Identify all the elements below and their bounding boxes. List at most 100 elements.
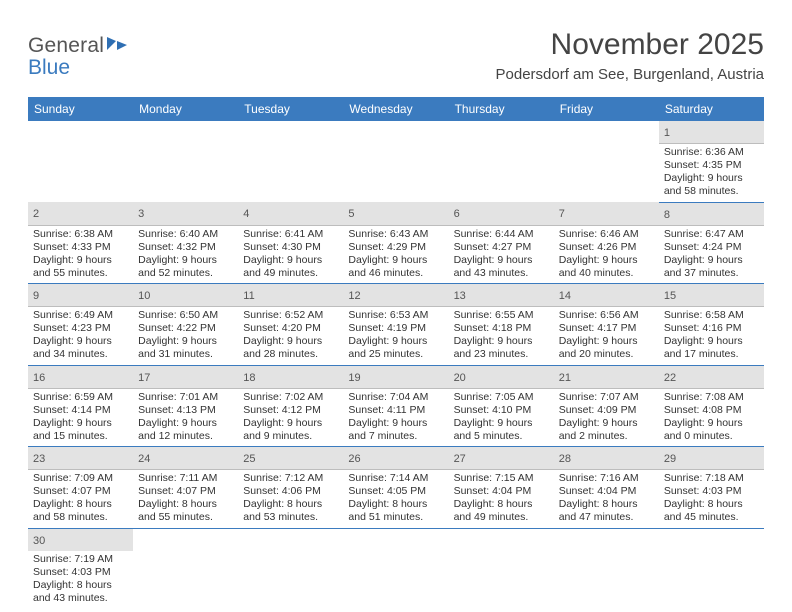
day-info-cell: Sunrise: 7:18 AMSunset: 4:03 PMDaylight:…	[659, 470, 764, 529]
info-line: Daylight: 9 hours	[33, 254, 128, 267]
day-info: Sunrise: 7:18 AMSunset: 4:03 PMDaylight:…	[664, 472, 759, 525]
day-info: Sunrise: 6:36 AMSunset: 4:35 PMDaylight:…	[664, 146, 759, 199]
empty-cell	[554, 528, 659, 551]
day-number-cell: 17	[133, 365, 238, 388]
day-info-cell: Sunrise: 7:07 AMSunset: 4:09 PMDaylight:…	[554, 388, 659, 447]
info-line: and 2 minutes.	[559, 430, 654, 443]
day-number: 22	[664, 372, 676, 384]
info-line: Sunrise: 7:19 AM	[33, 553, 128, 566]
info-line: Sunrise: 7:14 AM	[348, 472, 443, 485]
day-info-cell: Sunrise: 7:05 AMSunset: 4:10 PMDaylight:…	[449, 388, 554, 447]
day-number: 1	[664, 127, 670, 139]
day-number-row: 16171819202122	[28, 365, 764, 388]
empty-cell	[133, 121, 238, 144]
empty-cell	[659, 528, 764, 551]
day-number: 9	[33, 290, 39, 302]
day-info-cell: Sunrise: 6:40 AMSunset: 4:32 PMDaylight:…	[133, 225, 238, 284]
info-line: Daylight: 9 hours	[664, 254, 759, 267]
info-line: and 20 minutes.	[559, 348, 654, 361]
day-number: 20	[454, 372, 466, 384]
day-number-cell: 21	[554, 365, 659, 388]
day-info-cell: Sunrise: 7:14 AMSunset: 4:05 PMDaylight:…	[343, 470, 448, 529]
day-header: Tuesday	[238, 97, 343, 121]
day-info: Sunrise: 6:43 AMSunset: 4:29 PMDaylight:…	[348, 228, 443, 281]
day-number-cell: 15	[659, 284, 764, 307]
info-line: Sunset: 4:07 PM	[138, 485, 233, 498]
day-info-cell: Sunrise: 7:09 AMSunset: 4:07 PMDaylight:…	[28, 470, 133, 529]
day-number-cell: 27	[449, 447, 554, 470]
day-header: Monday	[133, 97, 238, 121]
day-info: Sunrise: 7:11 AMSunset: 4:07 PMDaylight:…	[138, 472, 233, 525]
info-line: and 9 minutes.	[243, 430, 338, 443]
day-info: Sunrise: 7:08 AMSunset: 4:08 PMDaylight:…	[664, 391, 759, 444]
day-number: 25	[243, 453, 255, 465]
day-number: 28	[559, 453, 571, 465]
day-info-cell: Sunrise: 6:52 AMSunset: 4:20 PMDaylight:…	[238, 307, 343, 366]
empty-cell	[343, 528, 448, 551]
info-line: Daylight: 9 hours	[454, 417, 549, 430]
day-number-row: 2345678	[28, 202, 764, 225]
day-number-cell: 30	[28, 528, 133, 551]
info-line: and 28 minutes.	[243, 348, 338, 361]
info-line: Sunrise: 6:36 AM	[664, 146, 759, 159]
day-info-cell: Sunrise: 6:46 AMSunset: 4:26 PMDaylight:…	[554, 225, 659, 284]
day-info: Sunrise: 6:44 AMSunset: 4:27 PMDaylight:…	[454, 228, 549, 281]
info-line: Sunrise: 7:05 AM	[454, 391, 549, 404]
info-line: Sunset: 4:04 PM	[559, 485, 654, 498]
day-info-cell: Sunrise: 6:56 AMSunset: 4:17 PMDaylight:…	[554, 307, 659, 366]
day-info: Sunrise: 7:15 AMSunset: 4:04 PMDaylight:…	[454, 472, 549, 525]
info-line: Sunset: 4:05 PM	[348, 485, 443, 498]
info-line: Sunrise: 6:41 AM	[243, 228, 338, 241]
calendar-page: General November 2025 Podersdorf am See,…	[0, 0, 792, 608]
day-info: Sunrise: 6:52 AMSunset: 4:20 PMDaylight:…	[243, 309, 338, 362]
info-line: Sunset: 4:03 PM	[33, 566, 128, 579]
info-line: Sunset: 4:07 PM	[33, 485, 128, 498]
day-info-cell: Sunrise: 6:41 AMSunset: 4:30 PMDaylight:…	[238, 225, 343, 284]
day-number-cell: 26	[343, 447, 448, 470]
info-line: Sunrise: 7:04 AM	[348, 391, 443, 404]
day-number: 4	[243, 208, 249, 220]
info-line: and 31 minutes.	[138, 348, 233, 361]
day-info-row: Sunrise: 7:09 AMSunset: 4:07 PMDaylight:…	[28, 470, 764, 529]
info-line: Sunrise: 6:46 AM	[559, 228, 654, 241]
info-line: Daylight: 9 hours	[559, 335, 654, 348]
empty-cell	[449, 551, 554, 609]
info-line: Sunrise: 6:47 AM	[664, 228, 759, 241]
day-header: Wednesday	[343, 97, 448, 121]
info-line: Daylight: 9 hours	[348, 417, 443, 430]
day-info: Sunrise: 7:02 AMSunset: 4:12 PMDaylight:…	[243, 391, 338, 444]
day-info-row: Sunrise: 6:38 AMSunset: 4:33 PMDaylight:…	[28, 225, 764, 284]
info-line: and 58 minutes.	[33, 511, 128, 524]
info-line: Sunset: 4:04 PM	[454, 485, 549, 498]
info-line: Sunrise: 6:55 AM	[454, 309, 549, 322]
empty-cell	[449, 144, 554, 203]
day-number: 29	[664, 453, 676, 465]
info-line: Daylight: 8 hours	[559, 498, 654, 511]
info-line: Sunset: 4:19 PM	[348, 322, 443, 335]
info-line: Sunset: 4:06 PM	[243, 485, 338, 498]
day-info-cell: Sunrise: 6:44 AMSunset: 4:27 PMDaylight:…	[449, 225, 554, 284]
day-header: Saturday	[659, 97, 764, 121]
empty-cell	[659, 551, 764, 609]
day-info: Sunrise: 6:55 AMSunset: 4:18 PMDaylight:…	[454, 309, 549, 362]
day-info-cell: Sunrise: 6:43 AMSunset: 4:29 PMDaylight:…	[343, 225, 448, 284]
day-info: Sunrise: 7:07 AMSunset: 4:09 PMDaylight:…	[559, 391, 654, 444]
info-line: and 17 minutes.	[664, 348, 759, 361]
day-info-cell: Sunrise: 6:53 AMSunset: 4:19 PMDaylight:…	[343, 307, 448, 366]
day-number: 24	[138, 453, 150, 465]
logo: General	[28, 34, 130, 58]
day-info-cell: Sunrise: 6:58 AMSunset: 4:16 PMDaylight:…	[659, 307, 764, 366]
info-line: and 0 minutes.	[664, 430, 759, 443]
info-line: Sunset: 4:14 PM	[33, 404, 128, 417]
info-line: Sunrise: 7:11 AM	[138, 472, 233, 485]
info-line: Sunset: 4:12 PM	[243, 404, 338, 417]
day-info: Sunrise: 7:09 AMSunset: 4:07 PMDaylight:…	[33, 472, 128, 525]
day-number-cell: 20	[449, 365, 554, 388]
info-line: and 12 minutes.	[138, 430, 233, 443]
info-line: and 43 minutes.	[33, 592, 128, 605]
empty-cell	[133, 528, 238, 551]
empty-cell	[449, 528, 554, 551]
day-number: 12	[348, 290, 360, 302]
day-number: 21	[559, 372, 571, 384]
day-number-row: 9101112131415	[28, 284, 764, 307]
